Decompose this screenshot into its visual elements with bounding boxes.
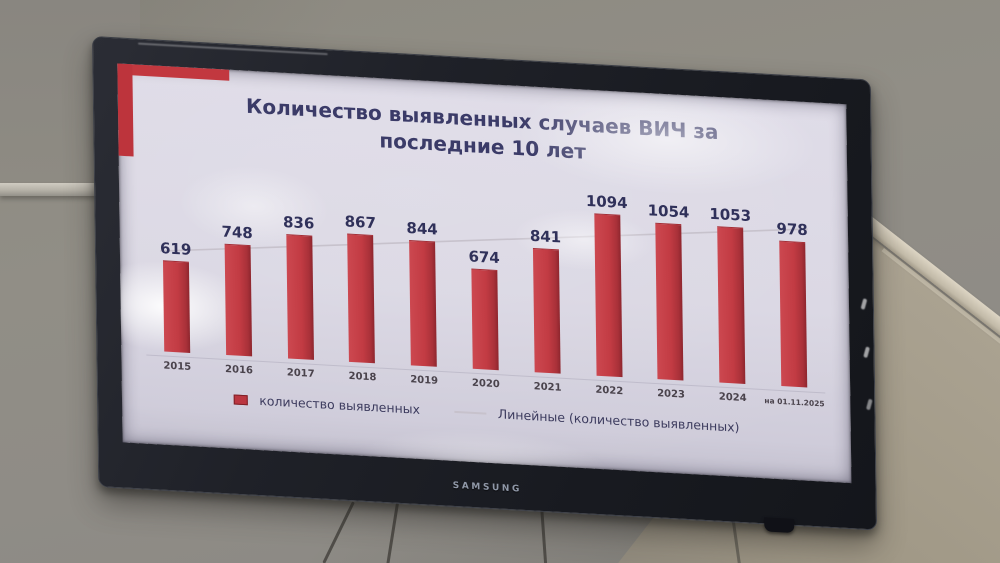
bar-column: 674 (453, 247, 516, 371)
bar (409, 240, 437, 367)
tv-cable (386, 502, 399, 563)
bar-column: 1094 (576, 192, 640, 379)
screen-glare (351, 422, 613, 484)
bar-value-label: 844 (406, 219, 438, 239)
bar (593, 213, 623, 378)
x-axis-label: 2016 (225, 363, 254, 377)
linear-trendline (159, 193, 808, 288)
bar-column: 1053 (699, 204, 763, 385)
bar-value-label: 748 (221, 222, 253, 243)
bar-value-label: 674 (468, 247, 500, 268)
bar-column: 619 (145, 238, 208, 354)
bar (655, 222, 684, 381)
bar (717, 226, 746, 385)
bar (347, 233, 376, 364)
bar-value-label: 978 (776, 219, 808, 240)
bar (471, 268, 499, 371)
trendline-layer (144, 165, 826, 388)
bar-column: 1054 (638, 201, 702, 382)
chart-title: Количество выявленных случаев ВИЧ за пос… (118, 86, 848, 181)
bar-column: 844 (391, 218, 455, 368)
bar-column: 978 (761, 219, 825, 388)
x-axis-label: на 01.11.2025 (764, 396, 825, 409)
x-axis-label: 2020 (471, 377, 500, 391)
x-axis-label: 2018 (348, 370, 377, 384)
legend-trendline-label: Линейные (количество выявленных) (497, 406, 740, 435)
bezel-reflection (137, 42, 328, 56)
legend-trendline-swatch (453, 410, 486, 415)
bar (532, 247, 561, 374)
bar-column: 836 (268, 212, 332, 360)
bar (224, 244, 252, 357)
x-axis-label: 2023 (657, 388, 686, 401)
x-axis-label: 2019 (410, 374, 439, 387)
bar-value-label: 1054 (647, 201, 690, 222)
bar-value-label: 867 (344, 212, 377, 232)
tv-ir-sensor-knob (764, 517, 795, 533)
bar-value-label: 1094 (585, 192, 628, 213)
bar-column: 841 (515, 226, 579, 375)
bar-value-label: 1053 (709, 205, 752, 226)
bar-value-label: 841 (529, 226, 562, 247)
tv-cable (322, 501, 355, 563)
x-axis-label: 2021 (533, 381, 562, 394)
tv-cable (540, 504, 548, 563)
bar-column: 748 (206, 222, 270, 357)
slide-accent-corner-top (117, 63, 230, 81)
bezel-reflection (863, 346, 870, 359)
slide-accent-corner-left (117, 63, 134, 157)
legend-bar-label: количество выявленных (259, 392, 421, 417)
bar-value-label: 619 (159, 238, 192, 259)
samsung-tv: Количество выявленных случаев ВИЧ за пос… (92, 36, 878, 533)
legend-bar-swatch (233, 393, 248, 405)
bar-column: 867 (329, 211, 393, 364)
bar-chart: 619 748 836 867 844 674 841 1094 1054 1053 978 201… (144, 165, 826, 409)
bar-value-label: 836 (282, 213, 315, 234)
chart-plot-area: 619 748 836 867 844 674 841 1094 1054 1053 978 (144, 165, 826, 388)
wall-molding (0, 183, 118, 196)
bar (779, 241, 808, 388)
bar (285, 234, 314, 360)
x-axis-label: 2015 (163, 360, 192, 374)
bar (162, 259, 191, 353)
tv-screen: Количество выявленных случаев ВИЧ за пос… (117, 63, 852, 484)
x-axis-label: 2024 (718, 391, 747, 405)
bezel-reflection (865, 398, 873, 411)
x-axis-label: 2017 (286, 367, 315, 380)
x-axis-label: 2022 (595, 384, 624, 398)
bezel-reflection (860, 298, 868, 310)
